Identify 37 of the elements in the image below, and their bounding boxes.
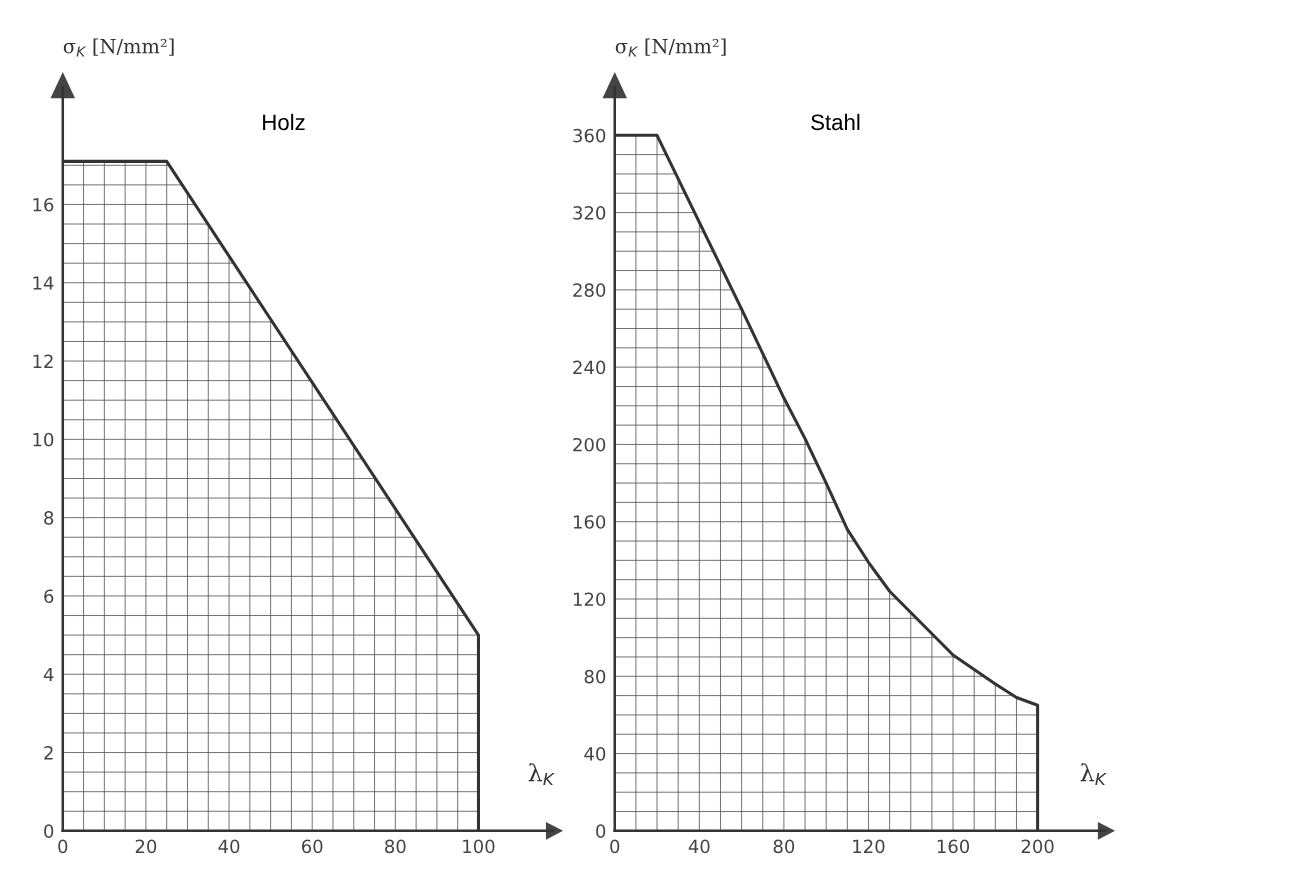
y-tick-label: 240 bbox=[573, 360, 606, 375]
x-tick-label: 120 bbox=[853, 839, 885, 854]
x-tick-label: 60 bbox=[301, 839, 323, 854]
y-tick-label: 6 bbox=[44, 589, 54, 604]
x-tick-label: 20 bbox=[135, 839, 157, 854]
y-tick-label: 14 bbox=[33, 276, 54, 290]
text: Holz bbox=[263, 113, 305, 131]
y-tick-label: 120 bbox=[573, 592, 606, 607]
x-tick-label: 200 bbox=[1021, 839, 1054, 854]
x-tick-label: 100 bbox=[463, 839, 495, 854]
x-tick-label: 0 bbox=[58, 839, 68, 854]
y-tick-label: 40 bbox=[584, 747, 606, 761]
y-tick-label: 280 bbox=[573, 283, 606, 297]
y-axis-title: σ$_{K}$ [N/mm²] bbox=[63, 38, 174, 57]
y-tick-label: 160 bbox=[573, 515, 606, 529]
y-tick-label: 12 bbox=[33, 354, 53, 368]
y-tick-label: 360 bbox=[573, 128, 606, 143]
y-tick-label: 2 bbox=[44, 746, 53, 760]
x-axis-title: λ$_{K}$ bbox=[1080, 763, 1107, 786]
x-tick-label: 40 bbox=[218, 839, 240, 854]
y-tick-label: 0 bbox=[44, 824, 54, 838]
y-axis-title: σ$_{K}$ [N/mm²] bbox=[615, 38, 726, 57]
y-tick-label: 0 bbox=[596, 824, 606, 838]
y-tick-label: 16 bbox=[33, 197, 54, 212]
y-tick-label: 80 bbox=[584, 669, 606, 684]
x-tick-label: 0 bbox=[610, 839, 620, 854]
x-tick-label: 40 bbox=[688, 839, 710, 854]
x-tick-label: 80 bbox=[773, 839, 795, 854]
x-axis-title: λ$_{K}$ bbox=[528, 763, 555, 786]
x-tick-label: 80 bbox=[385, 839, 406, 854]
y-tick-label: 4 bbox=[43, 667, 54, 682]
y-tick-label: 320 bbox=[573, 206, 606, 220]
x-tick-label: 160 bbox=[937, 839, 970, 854]
y-tick-label: 200 bbox=[573, 437, 606, 452]
text: Stahl bbox=[811, 113, 860, 131]
y-tick-label: 8 bbox=[44, 511, 54, 525]
y-tick-label: 10 bbox=[33, 432, 54, 447]
